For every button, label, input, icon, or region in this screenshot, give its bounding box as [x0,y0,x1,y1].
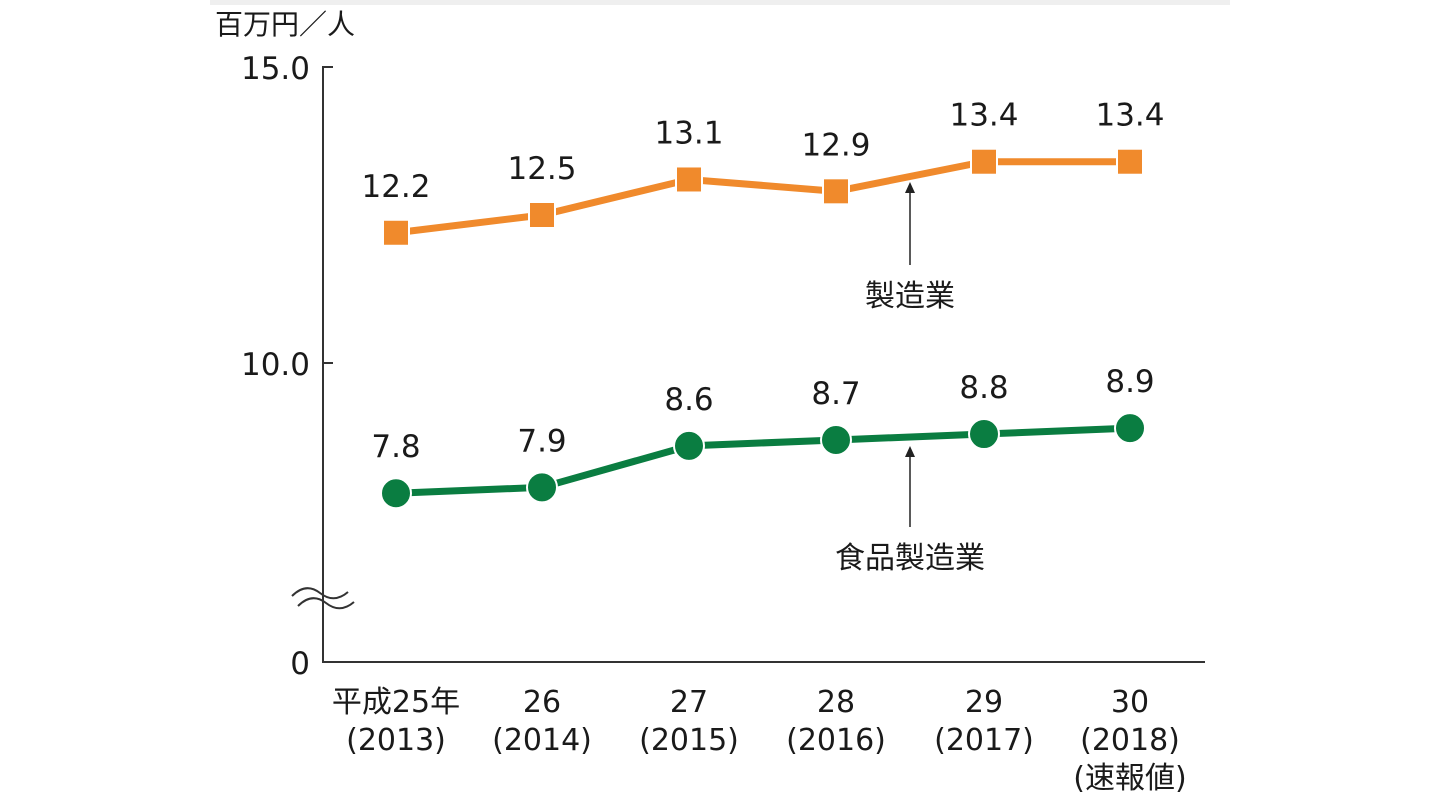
data-label: 7.8 [371,429,420,465]
data-point-circle [1114,412,1146,445]
data-label: 13.4 [949,98,1018,134]
data-label: 8.8 [959,370,1008,406]
data-point-square [382,218,410,247]
y-tick-label: 10.0 [241,347,310,383]
axis-break-mark [297,597,355,610]
data-point-square [528,201,556,229]
axis-lines [322,66,1205,663]
x-tick-label: 28 [817,685,855,720]
x-tick-label: 27 [670,685,708,720]
x-tick-label: (2014) [492,723,592,758]
x-tick-label: 平成25年 [332,685,460,720]
series-annotation-label: 食品製造業 [835,541,985,576]
y-tick-label: 15.0 [241,51,310,87]
y-tick-label: 0 [290,646,310,682]
arrow-head-icon [905,182,915,193]
data-label: 8.9 [1105,364,1154,400]
data-label: 12.9 [801,127,870,163]
arrow-head-icon [905,446,915,457]
top-strip [210,0,1230,5]
series-line-food [395,424,1131,497]
data-point-circle [820,423,852,456]
data-point-circle [968,418,1000,451]
data-point-square [970,147,998,176]
x-tick-label: (2016) [786,723,886,758]
x-tick-label: 30 [1111,685,1149,720]
x-tick-label: 29 [965,685,1003,720]
data-label: 13.1 [654,115,723,151]
x-tick-label: 26 [523,685,561,720]
x-tick-label: (2013) [346,723,446,758]
axis-break-mark [291,587,349,600]
series-annotation-label: 製造業 [865,279,955,314]
data-label: 12.2 [361,169,430,205]
data-point-square [822,177,850,206]
data-label: 8.7 [811,376,860,412]
data-point-circle [526,471,558,504]
x-tick-label: (2015) [639,723,739,758]
data-point-square [1116,147,1144,176]
x-tick-label: (2018) [1080,723,1180,758]
y-axis-label: 百万円／人 [215,8,355,41]
data-label: 13.4 [1095,98,1164,134]
data-label: 12.5 [507,151,576,187]
data-label: 7.9 [517,423,566,459]
data-point-square [675,165,703,194]
x-tick-label: (2017) [934,723,1034,758]
data-point-circle [380,477,412,510]
data-label: 8.6 [664,382,713,418]
x-tick-label: (速報値) [1073,761,1186,796]
data-point-circle [673,429,705,462]
series-line-manufacturing [395,158,1130,237]
